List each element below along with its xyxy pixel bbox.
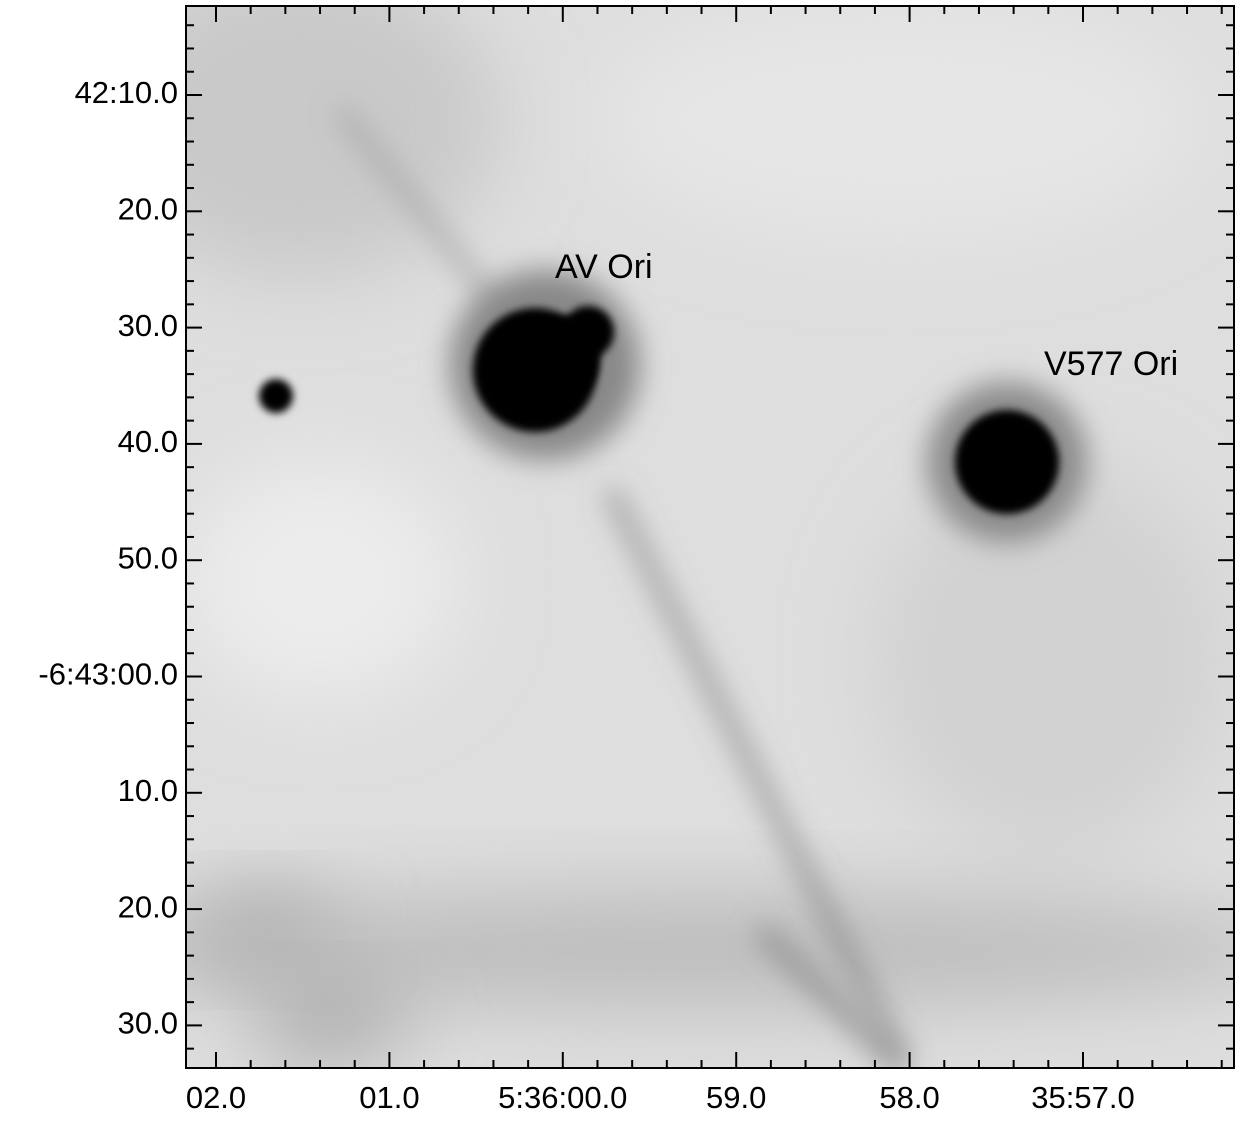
- x-tick-label: 58.0: [879, 1080, 939, 1115]
- y-tick-label: 30.0: [118, 308, 178, 343]
- x-tick-label: 5:36:00.0: [498, 1080, 627, 1115]
- y-tick-label: 10.0: [118, 773, 178, 808]
- x-tick-label: 02.0: [186, 1080, 246, 1115]
- y-tick-label: 40.0: [118, 424, 178, 459]
- x-tick-label: 01.0: [359, 1080, 419, 1115]
- y-tick-label: 20.0: [118, 889, 178, 924]
- sky-image: [186, 6, 1234, 1068]
- y-tick-label: 20.0: [118, 191, 178, 226]
- y-tick-label: 42:10.0: [75, 75, 178, 110]
- annotation: V577 Ori: [1044, 345, 1178, 383]
- x-tick-label: 35:57.0: [1031, 1080, 1134, 1115]
- annotation: AV Ori: [555, 248, 653, 286]
- y-tick-label: 30.0: [118, 1006, 178, 1041]
- y-tick-label: -6:43:00.0: [38, 657, 178, 692]
- ticks: [186, 6, 1234, 1068]
- y-tick-label: 50.0: [118, 540, 178, 575]
- x-tick-label: 59.0: [706, 1080, 766, 1115]
